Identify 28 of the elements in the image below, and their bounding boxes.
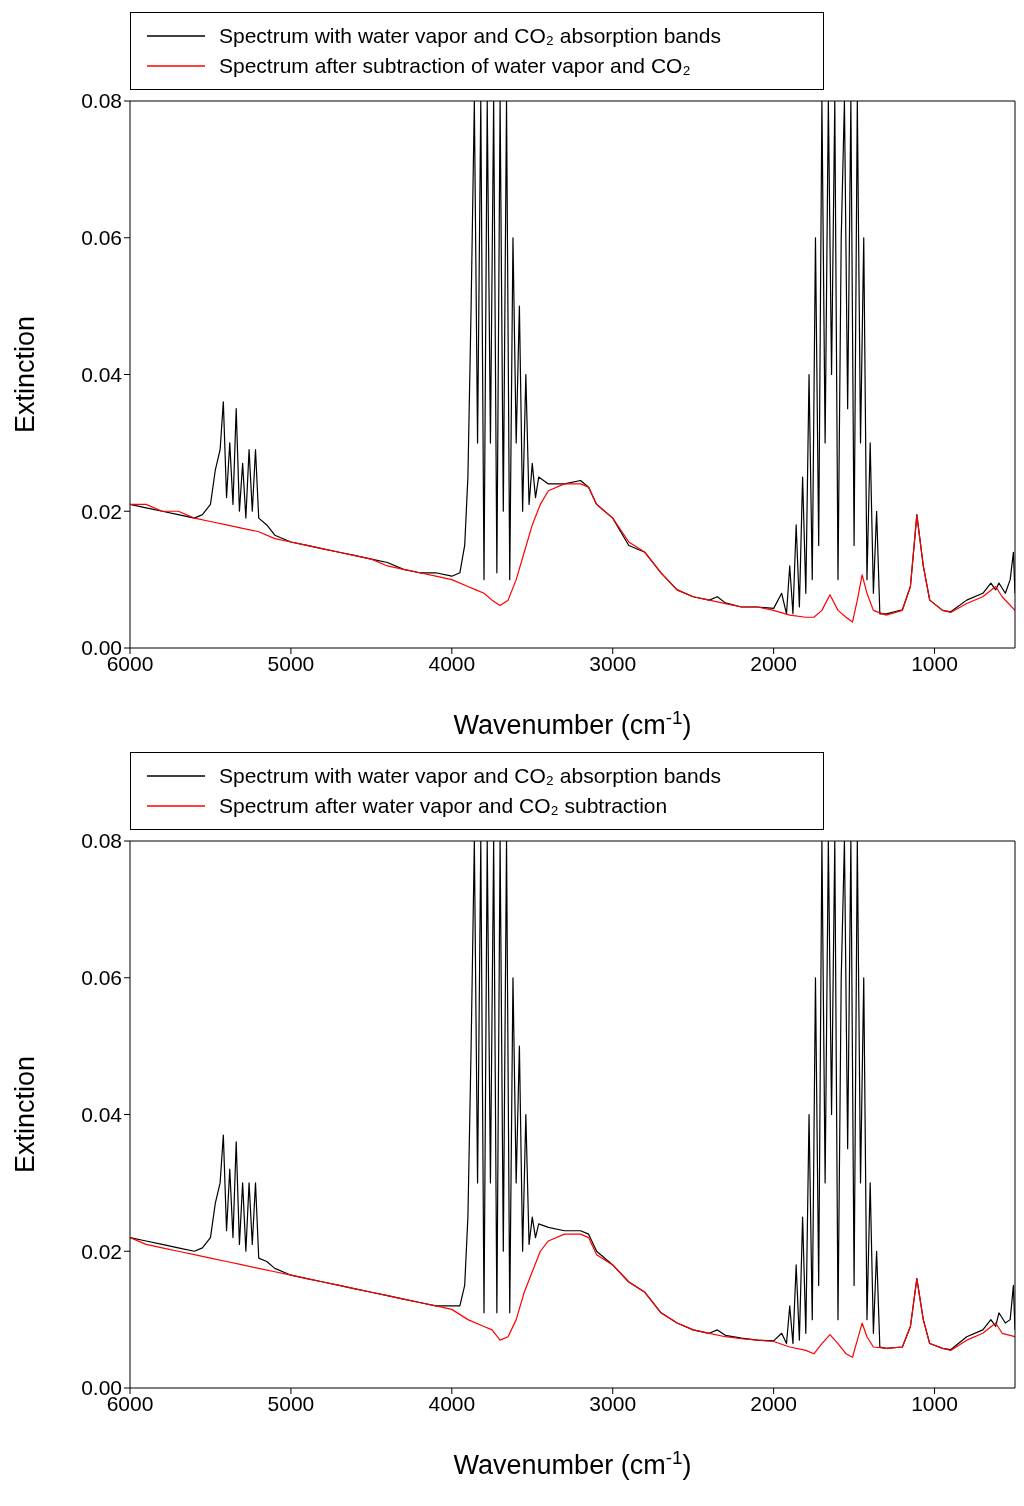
- x-tick-label: 2000: [750, 651, 797, 675]
- line-series: [130, 483, 1015, 623]
- y-axis-title: Extinction: [10, 1055, 40, 1174]
- line-series: [130, 1233, 1015, 1358]
- legend-label: Spectrum after water vapor and CO₂ subtraction: [219, 794, 668, 818]
- x-tick-label: 1000: [911, 1391, 958, 1415]
- legend-label: Spectrum with water vapor and CO₂ absorption bands: [219, 764, 721, 788]
- x-tick-label: 2000: [750, 1391, 797, 1415]
- legend-label: Spectrum with water vapor and CO₂ absorption bands: [219, 24, 721, 48]
- y-tick-label: 0.06: [81, 966, 122, 990]
- x-tick-label: 3000: [589, 651, 637, 675]
- y-tick-label: 0.04: [81, 1102, 123, 1126]
- y-tick-label: 0.08: [81, 829, 122, 853]
- x-tick-label: 4000: [428, 651, 476, 675]
- legend-label: Spectrum after subtraction of water vapor and CO₂: [219, 54, 691, 78]
- y-tick-label: 0.02: [81, 1239, 122, 1263]
- y-tick-label: 0.04: [81, 362, 123, 386]
- y-tick-label: 0.06: [81, 226, 122, 250]
- y-axis-title: Extinction: [10, 315, 40, 434]
- x-tick-label: 5000: [267, 651, 315, 675]
- y-tick-label: 0.08: [81, 89, 122, 113]
- x-tick-label: 3000: [589, 1391, 637, 1415]
- x-tick-label: 5000: [267, 1391, 315, 1415]
- x-tick-label: 4000: [428, 1391, 476, 1415]
- x-axis-title: Wavenumber (cm$^{-1}$): [453, 1446, 692, 1480]
- y-tick-label: 0.02: [81, 499, 122, 523]
- x-axis-title: Wavenumber (cm$^{-1}$): [453, 706, 692, 740]
- x-tick-label: 1000: [911, 651, 958, 675]
